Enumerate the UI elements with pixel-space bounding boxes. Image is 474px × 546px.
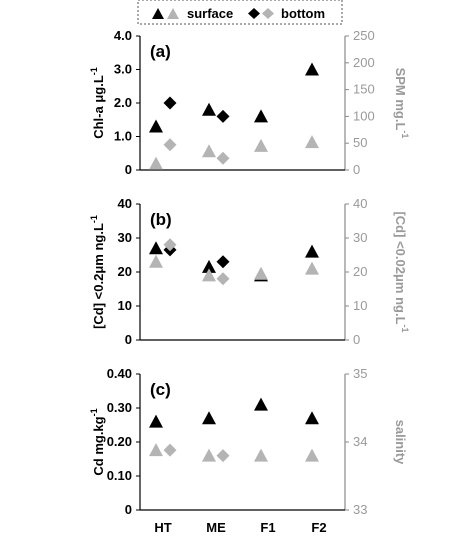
right-tick-label: 200 xyxy=(353,55,375,70)
right-tick-label: 40 xyxy=(353,196,367,211)
point-black-diamond-ME xyxy=(216,255,230,269)
right-tick-label: 10 xyxy=(353,298,367,313)
point-black-triangle-F2 xyxy=(305,62,319,76)
point-grey-triangle-F2 xyxy=(305,448,319,462)
right-tick-label: 100 xyxy=(353,108,375,123)
right-tick-label: 30 xyxy=(353,230,367,245)
legend-surface-grey-triangle xyxy=(167,8,179,19)
point-grey-triangle-ME xyxy=(202,144,216,158)
right-tick-label: 34 xyxy=(353,434,367,449)
panel-label: (c) xyxy=(150,380,171,399)
point-black-triangle-HT xyxy=(149,241,163,255)
left-tick-label: 1.0 xyxy=(114,129,132,144)
point-grey-triangle-HT xyxy=(149,156,163,170)
legend-surface-label: surface xyxy=(187,6,233,21)
point-black-diamond-HT xyxy=(163,96,177,110)
point-grey-diamond-ME xyxy=(216,449,230,463)
panel-label: (a) xyxy=(150,42,171,61)
left-y-axis-label: [Cd] <0.2μm ng.L-1 xyxy=(89,215,106,329)
point-black-triangle-F1 xyxy=(254,109,268,123)
right-tick-label: 50 xyxy=(353,135,367,150)
point-grey-diamond-HT xyxy=(163,138,177,152)
right-y-axis-label: salinity xyxy=(393,420,408,466)
legend-surface-black-triangle xyxy=(152,8,164,19)
point-grey-diamond-HT xyxy=(163,443,177,457)
point-grey-triangle-F1 xyxy=(254,266,268,280)
point-grey-triangle-F1 xyxy=(254,138,268,152)
category-label-HT: HT xyxy=(154,520,171,535)
right-tick-label: 0 xyxy=(353,162,360,177)
left-tick-label: 0 xyxy=(125,162,132,177)
point-grey-triangle-F1 xyxy=(254,448,268,462)
right-y-axis-label: SPM mg.L-1 xyxy=(393,68,410,139)
left-tick-label: 4.0 xyxy=(114,28,132,43)
left-tick-label: 40 xyxy=(118,196,132,211)
left-tick-label: 0 xyxy=(125,502,132,517)
left-tick-label: 0.10 xyxy=(107,468,132,483)
point-black-triangle-ME xyxy=(202,259,216,273)
right-tick-label: 250 xyxy=(353,28,375,43)
point-black-triangle-ME xyxy=(202,411,216,425)
category-label-F1: F1 xyxy=(260,520,275,535)
right-tick-label: 150 xyxy=(353,82,375,97)
left-tick-label: 0 xyxy=(125,332,132,347)
left-y-axis-label: Chl-a μg.L-1 xyxy=(89,67,106,139)
left-tick-label: 20 xyxy=(118,264,132,279)
left-tick-label: 2.0 xyxy=(114,95,132,110)
legend-bottom-label: bottom xyxy=(281,6,325,21)
left-tick-label: 30 xyxy=(118,230,132,245)
point-grey-diamond-ME xyxy=(216,151,230,165)
point-black-diamond-ME xyxy=(216,109,230,123)
right-tick-label: 20 xyxy=(353,264,367,279)
left-tick-label: 0.40 xyxy=(107,366,132,381)
right-tick-label: 33 xyxy=(353,502,367,517)
point-grey-triangle-HT xyxy=(149,254,163,268)
point-grey-triangle-ME xyxy=(202,268,216,282)
point-grey-triangle-HT xyxy=(149,443,163,457)
point-grey-diamond-HT xyxy=(163,238,177,252)
right-y-axis-label: [Cd] <0.02μm ng.L-1 xyxy=(393,211,410,332)
category-label-ME: ME xyxy=(206,520,226,535)
panel-label: (b) xyxy=(150,210,172,229)
point-black-triangle-HT xyxy=(149,119,163,133)
point-grey-triangle-ME xyxy=(202,448,216,462)
left-y-axis-label: Cd mg.kg-1 xyxy=(89,408,106,475)
legend-bottom-black-diamond xyxy=(248,8,260,19)
right-tick-label: 35 xyxy=(353,366,367,381)
right-tick-label: 0 xyxy=(353,332,360,347)
point-grey-triangle-F2 xyxy=(305,135,319,149)
panel-1: 0 1.0 2.0 3.0 4.0 0 50 100 150 200 250 Chl-a μg.L-1… xyxy=(89,28,410,177)
panel-2: 0 10 20 30 40 0 10 20 30 40 [Cd] <0.2μm ng.L-1 [Cd]… xyxy=(89,196,410,347)
category-label-F2: F2 xyxy=(311,520,326,535)
legend: surface bottom xyxy=(137,0,343,25)
point-black-triangle-HT xyxy=(149,414,163,428)
left-tick-label: 0.20 xyxy=(107,434,132,449)
left-tick-label: 3.0 xyxy=(114,62,132,77)
point-black-triangle-ME xyxy=(202,102,216,116)
left-tick-label: 10 xyxy=(118,298,132,313)
panel-3: 0 0.10 0.20 0.30 0.40 33 34 35 Cd mg.kg-1 salinit… xyxy=(89,366,408,535)
point-black-triangle-F2 xyxy=(305,411,319,425)
point-black-triangle-F2 xyxy=(305,244,319,258)
point-grey-triangle-F2 xyxy=(305,261,319,275)
legend-bottom-grey-diamond xyxy=(262,8,274,19)
point-grey-diamond-ME xyxy=(216,272,230,286)
left-tick-label: 0.30 xyxy=(107,400,132,415)
point-black-triangle-F1 xyxy=(254,397,268,411)
